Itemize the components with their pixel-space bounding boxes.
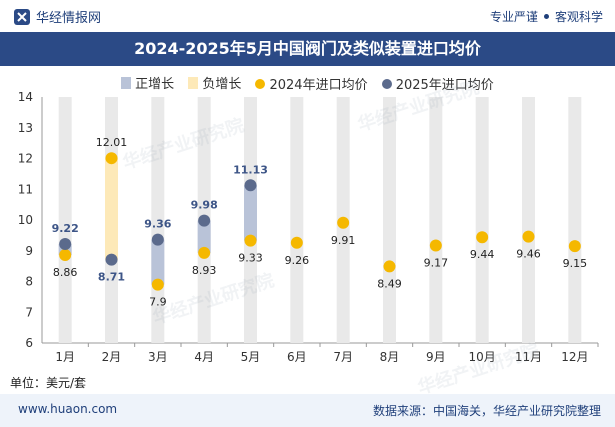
background-bar [58, 97, 72, 343]
increase-bar [244, 185, 257, 241]
data-label-2024: 9.15 [563, 257, 588, 270]
background-bar [429, 97, 443, 343]
data-label-2025: 9.22 [52, 222, 79, 235]
decrease-bar [105, 158, 118, 260]
point-2024 [383, 260, 396, 273]
x-tick-label: 8月 [380, 350, 400, 364]
point-2024 [568, 240, 581, 253]
point-2025 [105, 253, 118, 266]
x-tick-label: 5月 [241, 350, 261, 364]
data-label-2024: 8.93 [192, 264, 217, 277]
brand-logo-icon [14, 8, 30, 25]
y-tick-label: 9 [25, 244, 33, 258]
background-bar [383, 97, 396, 343]
data-label-2024: 9.33 [238, 252, 263, 265]
point-2024 [476, 231, 489, 244]
legend-item-decrease: 负增长 [188, 73, 241, 92]
y-tick-label: 14 [18, 90, 33, 104]
point-2024 [151, 278, 164, 291]
brand-logo[interactable]: 华经情报网 [14, 7, 101, 26]
y-tick-label: 13 [18, 121, 33, 135]
legend-swatch-2024 [255, 78, 266, 89]
background-bar [290, 97, 304, 343]
y-tick-label: 7 [25, 305, 33, 319]
tagline-left: 专业严谨 [489, 10, 538, 24]
y-tick-label: 8 [25, 275, 33, 289]
increase-bar [151, 239, 165, 285]
data-label-2024: 8.49 [377, 277, 402, 290]
x-tick-label: 9月 [426, 350, 446, 364]
legend-label-2024: 2024年进口均价 [269, 78, 368, 93]
y-tick-label: 6 [25, 336, 33, 350]
x-tick-label: 11月 [515, 350, 542, 364]
data-label-2024: 9.91 [331, 234, 356, 247]
tagline-right: 客观科学 [554, 10, 603, 24]
data-label-2024: 9.17 [424, 257, 449, 270]
data-label-2024: 12.01 [96, 136, 128, 149]
y-tick-label: 12 [18, 152, 33, 166]
legend-label-decrease: 负增长 [202, 77, 242, 92]
data-label-2024: 8.86 [53, 266, 78, 279]
chart-legend: 正增长 负增长 2024年进口均价 2025年进口均价 [0, 73, 615, 93]
point-2025 [244, 179, 257, 192]
legend-item-increase: 正增长 [121, 73, 174, 92]
legend-swatch-increase [121, 76, 132, 89]
x-tick-label: 12月 [561, 350, 588, 364]
data-label-2024: 9.26 [285, 254, 310, 267]
footer: www.huaon.com 数据来源：中国海关，华经产业研究院整理 [0, 394, 615, 427]
point-2024 [522, 230, 535, 243]
footer-source: 数据来源：中国海关，华经产业研究院整理 [372, 404, 601, 418]
x-tick-label: 1月 [55, 350, 75, 364]
legend-swatch-2025 [381, 78, 392, 89]
point-2024 [429, 239, 442, 252]
legend-item-2025: 2025年进口均价 [381, 74, 494, 93]
background-bar [522, 97, 535, 343]
x-tick-label: 6月 [287, 350, 307, 364]
footer-website-link[interactable]: www.huaon.com [18, 402, 118, 416]
chart-plot: 6 7 8 9 10 11 12 13 14 1月 2月 3月 4月 5月 6月 7月 8月 9月 10月 11月 12… [18, 90, 599, 364]
point-2025 [59, 237, 72, 250]
y-tick-label: 11 [18, 182, 33, 196]
background-bar [475, 97, 489, 343]
x-tick-label: 4月 [194, 350, 214, 364]
y-tick-label: 10 [18, 213, 33, 227]
background-bar [568, 97, 582, 343]
unit-label: 单位：美元/套 [10, 376, 87, 390]
tagline-dot-icon [543, 14, 549, 19]
x-tick-label: 7月 [333, 350, 353, 364]
legend-label-increase: 正增长 [135, 77, 175, 92]
data-label-2024: 7.9 [149, 296, 167, 309]
data-label-2025: 11.13 [233, 163, 268, 176]
chart-title: 2024-2025年5月中国阀门及类似装置进口均价 [0, 32, 615, 66]
data-label-2025: 8.71 [98, 271, 125, 284]
x-tick-label: 2月 [102, 350, 122, 364]
point-2024 [244, 234, 257, 247]
x-tick-label: 10月 [469, 350, 496, 364]
data-label-2025: 9.98 [191, 199, 218, 212]
point-2024 [105, 152, 118, 165]
point-2024 [290, 236, 303, 249]
data-label-2025: 9.36 [144, 218, 171, 231]
point-2025 [198, 214, 211, 227]
legend-label-2025: 2025年进口均价 [395, 78, 494, 93]
point-2024 [198, 246, 211, 259]
legend-swatch-decrease [188, 76, 199, 89]
point-2025 [151, 233, 164, 246]
point-2024 [59, 249, 72, 262]
tagline: 专业严谨 客观科学 [490, 8, 603, 25]
legend-item-2024: 2024年进口均价 [255, 74, 368, 93]
x-tick-label: 3月 [148, 350, 168, 364]
top-bar: 华经情报网 专业严谨 客观科学 [0, 0, 615, 32]
brand-name: 华经情报网 [36, 11, 102, 26]
point-2024 [337, 216, 350, 229]
increase-bar [197, 220, 211, 253]
data-label-2024: 9.46 [516, 248, 541, 261]
data-label-2024: 9.44 [470, 248, 495, 261]
